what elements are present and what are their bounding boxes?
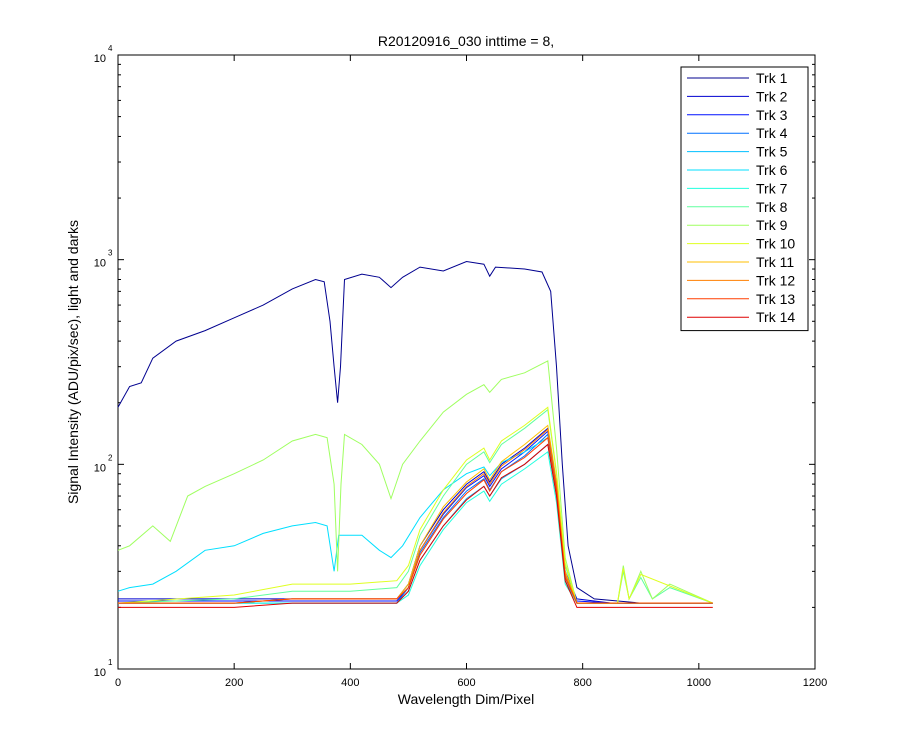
legend-label: Trk 9 bbox=[756, 217, 788, 233]
x-tick-label: 200 bbox=[225, 677, 243, 689]
series-line-trk-14 bbox=[118, 443, 713, 608]
y-tick-label-base: 10 bbox=[94, 667, 106, 679]
chart-title: R20120916_030 inttime = 8, bbox=[378, 33, 554, 49]
series-line-trk-6 bbox=[117, 436, 713, 604]
y-tick-label-base: 10 bbox=[94, 462, 106, 474]
legend-label: Trk 5 bbox=[756, 144, 788, 160]
y-tick-label-exponent: 3 bbox=[108, 249, 113, 258]
legend-label: Trk 6 bbox=[756, 162, 788, 178]
series-line-trk-13 bbox=[118, 436, 713, 604]
x-axis-label: Wavelength Dim/Pixel bbox=[398, 691, 534, 707]
y-tick-label-base: 10 bbox=[94, 53, 106, 65]
y-tick-label-exponent: 4 bbox=[108, 44, 113, 53]
x-tick-label: 0 bbox=[115, 677, 121, 689]
x-tick-label: 1000 bbox=[687, 677, 711, 689]
x-axis: 0 200 400 600 800 1000 1200 bbox=[115, 55, 827, 689]
legend-label: Trk 13 bbox=[756, 291, 795, 307]
legend-label: Trk 1 bbox=[756, 70, 788, 86]
legend-label: Trk 10 bbox=[756, 236, 795, 252]
series-layer bbox=[117, 260, 714, 608]
legend-label: Trk 7 bbox=[756, 180, 788, 196]
x-tick-label: 1200 bbox=[803, 677, 827, 689]
y-tick-label-exponent: 1 bbox=[108, 658, 113, 667]
legend-label: Trk 12 bbox=[756, 272, 795, 288]
legend-label: Trk 4 bbox=[756, 125, 788, 141]
legend-label: Trk 14 bbox=[756, 309, 795, 325]
legend-label: Trk 8 bbox=[756, 199, 788, 215]
legend-box bbox=[680, 66, 809, 332]
x-tick-label: 600 bbox=[457, 677, 475, 689]
y-tick-label-base: 10 bbox=[94, 258, 106, 270]
x-tick-label: 800 bbox=[573, 677, 591, 689]
legend-label: Trk 2 bbox=[756, 88, 788, 104]
y-axis-label: Signal Intensity (ADU/pix/sec), light an… bbox=[65, 220, 81, 504]
legend: Trk 1 Trk 2 Trk 3 Trk 4 Trk 5 Trk 6 Trk 7 Trk 8… bbox=[680, 66, 809, 332]
x-tick-label: 400 bbox=[341, 677, 359, 689]
legend-label: Trk 3 bbox=[756, 107, 788, 123]
series-line-trk-10 bbox=[117, 406, 713, 604]
y-tick-label-exponent: 2 bbox=[108, 453, 113, 462]
series-line-trk-1 bbox=[117, 260, 713, 604]
legend-label: Trk 11 bbox=[756, 254, 794, 270]
